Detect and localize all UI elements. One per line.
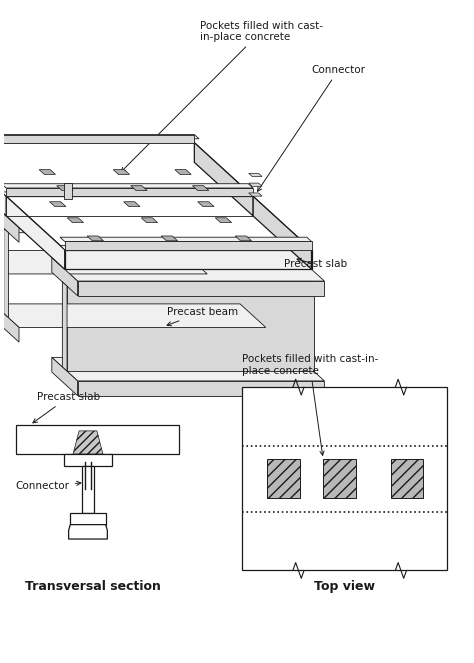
Polygon shape (1, 192, 253, 196)
Polygon shape (0, 135, 194, 143)
Polygon shape (65, 241, 311, 250)
Bar (82, 465, 93, 513)
Polygon shape (52, 357, 324, 381)
Text: Precast beam: Precast beam (167, 307, 238, 326)
Polygon shape (0, 251, 207, 274)
Polygon shape (192, 186, 209, 190)
Polygon shape (78, 281, 324, 296)
Bar (16, 425, 179, 454)
Bar (242, 387, 447, 570)
Polygon shape (124, 202, 140, 207)
Polygon shape (0, 304, 19, 342)
Polygon shape (78, 381, 324, 396)
Polygon shape (131, 186, 147, 190)
Polygon shape (215, 217, 232, 223)
Polygon shape (0, 175, 197, 179)
Polygon shape (63, 282, 314, 286)
Polygon shape (1, 184, 253, 188)
Polygon shape (87, 236, 103, 241)
Polygon shape (0, 304, 266, 328)
Text: Connector: Connector (257, 65, 365, 192)
Polygon shape (113, 170, 129, 174)
Polygon shape (64, 183, 72, 200)
Polygon shape (161, 236, 177, 241)
Polygon shape (4, 229, 9, 318)
Polygon shape (6, 196, 65, 269)
Polygon shape (0, 143, 6, 216)
Polygon shape (39, 170, 55, 174)
Polygon shape (6, 188, 253, 196)
Text: Pockets filled with cast-
in-place concrete: Pockets filled with cast- in-place concr… (121, 21, 323, 172)
Bar (391, 459, 423, 499)
Polygon shape (0, 151, 207, 174)
Polygon shape (52, 357, 78, 396)
Polygon shape (0, 135, 199, 139)
Bar (70, 513, 106, 524)
Bar (64, 454, 112, 465)
Polygon shape (69, 524, 107, 539)
Text: Transversal section: Transversal section (25, 580, 161, 593)
Polygon shape (0, 204, 19, 242)
Polygon shape (65, 250, 311, 269)
Polygon shape (198, 202, 214, 207)
Polygon shape (52, 257, 324, 281)
Polygon shape (249, 183, 262, 186)
Polygon shape (60, 245, 311, 250)
Text: Precast slab: Precast slab (33, 392, 100, 423)
Text: Pockets filled with cast-in-
place concrete: Pockets filled with cast-in- place concr… (242, 355, 378, 455)
Polygon shape (67, 217, 83, 223)
Polygon shape (63, 282, 67, 371)
Polygon shape (73, 431, 103, 454)
Polygon shape (60, 237, 311, 241)
Polygon shape (249, 193, 262, 196)
Polygon shape (194, 143, 253, 216)
Bar (323, 459, 356, 499)
Text: Connector: Connector (16, 481, 81, 491)
Polygon shape (4, 229, 255, 233)
Polygon shape (253, 196, 311, 269)
Polygon shape (235, 236, 252, 241)
Polygon shape (175, 170, 191, 174)
Polygon shape (141, 217, 157, 223)
Text: Top view: Top view (314, 580, 374, 593)
Polygon shape (0, 204, 266, 227)
Polygon shape (52, 257, 78, 296)
Polygon shape (50, 202, 66, 207)
Polygon shape (0, 143, 253, 196)
Text: Precast slab: Precast slab (283, 259, 346, 269)
Polygon shape (67, 286, 314, 371)
Polygon shape (57, 186, 73, 190)
Polygon shape (249, 173, 262, 176)
Polygon shape (6, 196, 311, 250)
Bar (267, 459, 300, 499)
